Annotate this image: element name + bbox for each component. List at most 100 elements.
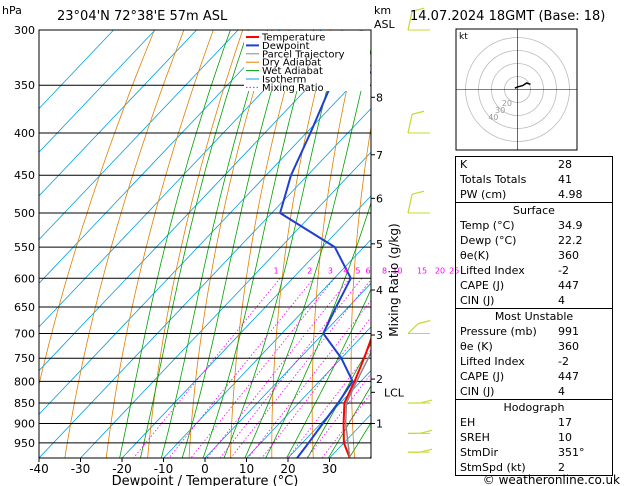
- mixing-ratio-label: 4: [343, 266, 348, 275]
- x-tick-label: 10: [239, 462, 254, 476]
- index-label: StmSpd (kt): [460, 461, 526, 474]
- hodograph-ring-label: 30: [495, 106, 505, 115]
- index-value: 28: [558, 158, 572, 171]
- x-tick-label: -10: [154, 462, 174, 476]
- km-tick-label: 7: [376, 149, 383, 162]
- index-row: Lifted Index -2: [456, 263, 612, 278]
- isotherm-line: [39, 30, 114, 110]
- index-value: 991: [558, 325, 579, 338]
- hodograph-ring-label: 20: [502, 99, 512, 108]
- isotherm-line: [39, 64, 371, 415]
- pressure-tick-label: 500: [14, 207, 35, 220]
- wind-barb: [408, 429, 433, 434]
- wet-adiabat-line: [181, 30, 290, 458]
- dry-adiabat-line: [311, 30, 361, 458]
- index-row: EH 17: [456, 415, 612, 430]
- index-value: 351°: [558, 446, 585, 459]
- mixing-ratio-line: [219, 278, 363, 458]
- hodograph-trace: [514, 82, 531, 89]
- mixing-ratio-line: [287, 348, 371, 458]
- isotherm-line: [287, 370, 371, 458]
- index-label: Lifted Index: [460, 355, 525, 368]
- legend-label: Mixing Ratio: [262, 83, 324, 94]
- km-tick-label: 1: [376, 418, 383, 431]
- pressure-tick-label: 550: [14, 241, 35, 254]
- km-unit-label: km: [374, 4, 391, 17]
- wind-barb: [407, 7, 430, 31]
- index-label: CIN (J): [460, 385, 495, 398]
- index-row: StmSpd (kt) 2: [456, 460, 612, 475]
- index-value: 34.9: [558, 219, 583, 232]
- isotherm-line: [163, 238, 371, 458]
- km-tick-label: 3: [376, 329, 383, 342]
- index-value: 41: [558, 173, 572, 186]
- index-label: Temp (°C): [460, 219, 515, 232]
- datetime-title: 14.07.2024 18GMT (Base: 18): [410, 9, 605, 24]
- surface-title: Surface: [513, 204, 555, 217]
- wind-barb-staff: [407, 11, 413, 31]
- isotherm-line: [246, 326, 371, 458]
- hodograph-section: Hodograph EH 17 SREH 10 StmDir 351° StmSpd (kt…: [455, 400, 613, 476]
- wet-adiabat-line: [307, 342, 371, 458]
- x-tick-label: 30: [322, 462, 337, 476]
- index-label: CAPE (J): [460, 279, 505, 292]
- wind-barb: [407, 190, 430, 214]
- isotherm-line: [39, 30, 197, 197]
- index-label: Totals Totals: [460, 173, 527, 186]
- mixing-ratio-label: 5: [355, 266, 360, 275]
- isotherm-line: [39, 30, 322, 328]
- index-value: 4.98: [558, 188, 583, 201]
- index-label: CAPE (J): [460, 370, 505, 383]
- pressure-tick-label: 900: [14, 418, 35, 431]
- pressure-tick-label: 350: [14, 79, 35, 92]
- km-tick-label: 2: [376, 373, 383, 386]
- index-row: CAPE (J) 447: [456, 278, 612, 293]
- dry-adiabat-line: [64, 30, 185, 458]
- index-value: 447: [558, 370, 579, 383]
- x-tick-label: -20: [112, 462, 132, 476]
- dry-adiabat-line: [147, 30, 244, 458]
- isotherm-line: [121, 195, 371, 458]
- index-value: 4: [558, 294, 565, 307]
- km-tick-label: 4: [376, 284, 383, 297]
- index-value: 360: [558, 340, 579, 353]
- pressure-tick-label: 800: [14, 375, 35, 388]
- km-tick-label: 8: [376, 91, 383, 104]
- index-row: K 28: [456, 157, 612, 172]
- index-label: EH: [460, 416, 476, 429]
- x-tick-label: 0: [201, 462, 209, 476]
- surface-section: Surface Temp (°C) 34.9 Dewp (°C) 22.2 θe(K) 3…: [455, 203, 613, 309]
- asl-unit-label: ASL: [374, 18, 396, 31]
- index-label: Lifted Index: [460, 264, 525, 277]
- index-label: θe (K): [460, 340, 493, 353]
- pressure-tick-label: 950: [14, 437, 35, 450]
- index-value: 10: [558, 431, 572, 444]
- index-row: Dewp (°C) 22.2: [456, 233, 612, 248]
- wind-barb-staff: [407, 194, 413, 214]
- mixing-ratio-label: 2: [307, 266, 312, 275]
- wet-adiabat-line: [327, 385, 371, 458]
- index-label: SREH: [460, 431, 490, 444]
- index-row: CAPE (J) 447: [456, 369, 612, 384]
- wind-barb-staff: [407, 323, 419, 334]
- index-row: Temp (°C) 34.9: [456, 218, 612, 233]
- x-tick-label: 20: [280, 462, 295, 476]
- pressure-tick-label: 650: [14, 301, 35, 314]
- index-label: θe(K): [460, 249, 490, 262]
- mixing-ratio-label: 20: [435, 266, 445, 275]
- wind-barb: [408, 448, 433, 453]
- most-unstable-title: Most Unstable: [494, 310, 574, 323]
- index-row: StmDir 351°: [456, 445, 612, 460]
- pressure-tick-label: 850: [14, 397, 35, 410]
- mixing-ratio-line: [230, 279, 371, 458]
- index-row: SREH 10: [456, 430, 612, 445]
- wind-barb-flag: [411, 190, 425, 195]
- index-value: 360: [558, 249, 579, 262]
- index-label: StmDir: [460, 446, 499, 459]
- wind-barb: [407, 110, 430, 134]
- index-label: CIN (J): [460, 294, 495, 307]
- wind-barb-flag: [411, 7, 425, 12]
- dry-adiabat-line: [624, 30, 629, 461]
